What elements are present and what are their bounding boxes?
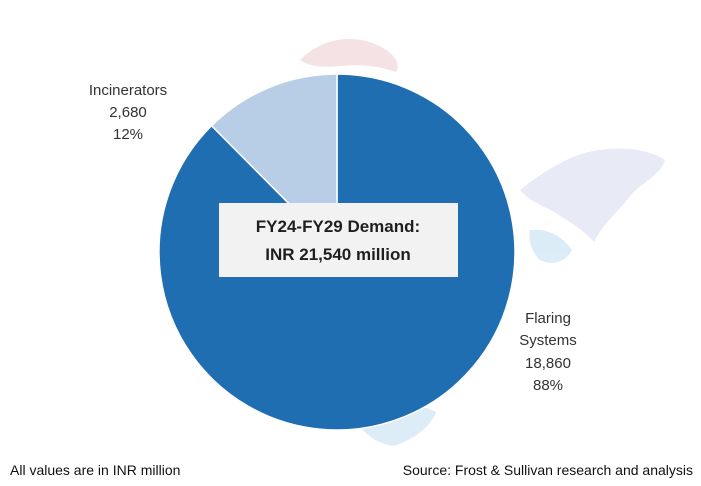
incinerators-percent: 12% — [113, 126, 143, 143]
center-callout: FY24-FY29 Demand: INR 21,540 million — [219, 203, 458, 277]
source-note: Source: Frost & Sullivan research and an… — [402, 462, 693, 478]
center-callout-box — [219, 203, 458, 277]
flaring-value: 18,860 — [525, 355, 571, 372]
flaring-name-line-2: Systems — [519, 332, 577, 349]
slice-label-flaring-systems: Flaring Systems 18,860 88% — [519, 310, 577, 394]
center-label-line-1: FY24-FY29 Demand: — [256, 217, 420, 236]
incinerators-name: Incinerators — [89, 82, 167, 99]
incinerators-value: 2,680 — [109, 104, 147, 121]
map-east-lobe — [529, 229, 572, 263]
flaring-percent: 88% — [533, 377, 563, 394]
map-east-region — [520, 148, 665, 242]
center-label-line-2: INR 21,540 million — [265, 245, 411, 264]
units-note: All values are in INR million — [10, 462, 181, 478]
slice-label-incinerators: Incinerators 2,680 12% — [89, 82, 167, 143]
flaring-name-line-1: Flaring — [525, 310, 571, 327]
map-north-region — [300, 39, 398, 72]
